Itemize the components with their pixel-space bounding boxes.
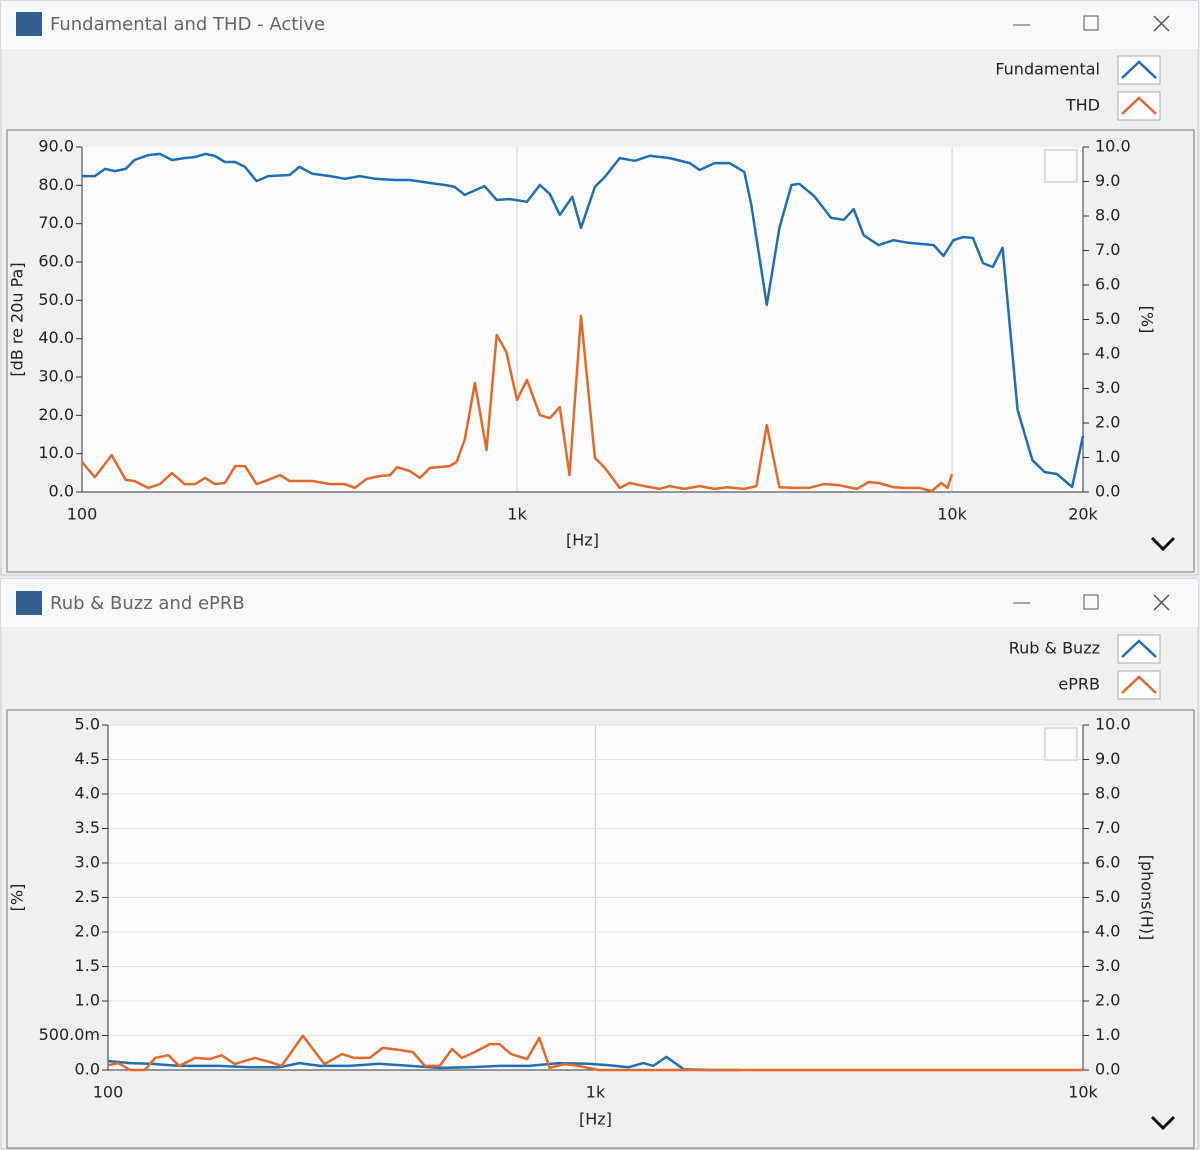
- close-button[interactable]: [1153, 15, 1170, 32]
- legend-label: ePRB: [1058, 675, 1100, 694]
- y-tick-label: 70.0: [38, 213, 74, 232]
- y-tick-label: 0.0: [49, 482, 74, 501]
- y-axis-label: [%]: [8, 884, 27, 912]
- window-title: Rub & Buzz and ePRB: [50, 593, 245, 614]
- legend-swatch: [1117, 91, 1161, 121]
- legend-swatch: [1117, 634, 1161, 664]
- y-tick-label: 90.0: [38, 137, 74, 156]
- y-tick-label: 3.5: [75, 818, 100, 837]
- window-title: Fundamental and THD - Active: [50, 14, 325, 35]
- maximize-button[interactable]: [1083, 594, 1099, 610]
- y-tick-label: 60.0: [38, 252, 74, 271]
- app-icon: [16, 591, 42, 615]
- expand-chevron[interactable]: [1150, 1115, 1176, 1131]
- legend-label: Fundamental: [995, 60, 1100, 79]
- watermark-icon: [1044, 149, 1078, 183]
- x-tick-label: 20k: [1068, 505, 1098, 524]
- y-tick-label: 40.0: [38, 328, 74, 347]
- y-tick-label: 1.5: [75, 956, 100, 975]
- x-axis-label: [Hz]: [566, 531, 599, 550]
- y2-tick-label: 3.0: [1095, 956, 1120, 975]
- legend-label: THD: [1065, 96, 1100, 115]
- legend-swatch-line: [1121, 96, 1157, 115]
- close-button[interactable]: [1153, 594, 1170, 611]
- expand-chevron[interactable]: [1150, 536, 1176, 552]
- y2-tick-label: 6.0: [1095, 275, 1120, 294]
- y-tick-label: 10.0: [38, 443, 74, 462]
- y2-tick-label: 5.0: [1095, 309, 1120, 328]
- series-line: [82, 152, 1085, 489]
- y-tick-label: 3.0: [75, 853, 100, 872]
- legend-label: Rub & Buzz: [1009, 639, 1100, 658]
- legend-swatch-line: [1121, 675, 1157, 694]
- legend-swatch: [1117, 670, 1161, 700]
- legend-swatch-line: [1121, 60, 1157, 79]
- title-bar: [1, 579, 1198, 627]
- y-tick-label: 50.0: [38, 290, 74, 309]
- y2-tick-label: 3.0: [1095, 378, 1120, 397]
- y2-tick-label: 7.0: [1095, 240, 1120, 259]
- y2-tick-label: 5.0: [1095, 887, 1120, 906]
- y2-tick-label: 9.0: [1095, 749, 1120, 768]
- y-tick-label: 30.0: [38, 367, 74, 386]
- x-tick-label: 1k: [507, 505, 527, 524]
- y-tick-label: 1.0: [75, 991, 100, 1010]
- series-line: [107, 1055, 740, 1072]
- x-axis-label: [Hz]: [579, 1110, 612, 1129]
- y2-tick-label: 0.0: [1095, 1060, 1120, 1079]
- y2-tick-label: 7.0: [1095, 818, 1120, 837]
- x-tick-label: 10k: [1068, 1083, 1098, 1102]
- y2-tick-label: 8.0: [1095, 784, 1120, 803]
- y2-tick-label: 10.0: [1095, 715, 1131, 734]
- y2-tick-label: 8.0: [1095, 206, 1120, 225]
- y2-tick-label: 0.0: [1095, 482, 1120, 501]
- y2-tick-label: 1.0: [1095, 447, 1120, 466]
- y2-tick-label: 4.0: [1095, 922, 1120, 941]
- title-bar: [1, 1, 1198, 49]
- x-tick-label: 10k: [937, 505, 967, 524]
- y-tick-label: 4.5: [75, 749, 100, 768]
- y-axis-label: [dB re 20u Pa]: [8, 262, 27, 376]
- series-line: [81, 314, 954, 493]
- x-tick-label: 100: [93, 1083, 124, 1102]
- y2-tick-label: 4.0: [1095, 344, 1120, 363]
- y-tick-label: 5.0: [75, 715, 100, 734]
- legend-swatch: [1117, 55, 1161, 85]
- y2-axis-label: [phons(H)]: [1138, 855, 1157, 941]
- y-tick-label: 2.0: [75, 922, 100, 941]
- y-tick-label: 80.0: [38, 175, 74, 194]
- y2-tick-label: 10.0: [1095, 137, 1131, 156]
- y2-tick-label: 2.0: [1095, 991, 1120, 1010]
- series-line: [107, 1034, 1083, 1072]
- y2-axis-label: [%]: [1138, 306, 1157, 334]
- y-tick-label: 4.0: [75, 784, 100, 803]
- y-tick-label: 2.5: [75, 887, 100, 906]
- x-tick-label: 1k: [586, 1083, 606, 1102]
- y2-tick-label: 9.0: [1095, 171, 1120, 190]
- y2-tick-label: 1.0: [1095, 1025, 1120, 1044]
- maximize-button[interactable]: [1083, 15, 1099, 31]
- y-tick-label: 0.0: [75, 1060, 100, 1079]
- y-tick-label: 20.0: [38, 405, 74, 424]
- legend-swatch-line: [1121, 639, 1157, 658]
- y-tick-label: 500.0m: [39, 1025, 100, 1044]
- y2-tick-label: 6.0: [1095, 853, 1120, 872]
- y2-tick-label: 2.0: [1095, 413, 1120, 432]
- x-tick-label: 100: [67, 505, 98, 524]
- app-icon: [16, 12, 42, 36]
